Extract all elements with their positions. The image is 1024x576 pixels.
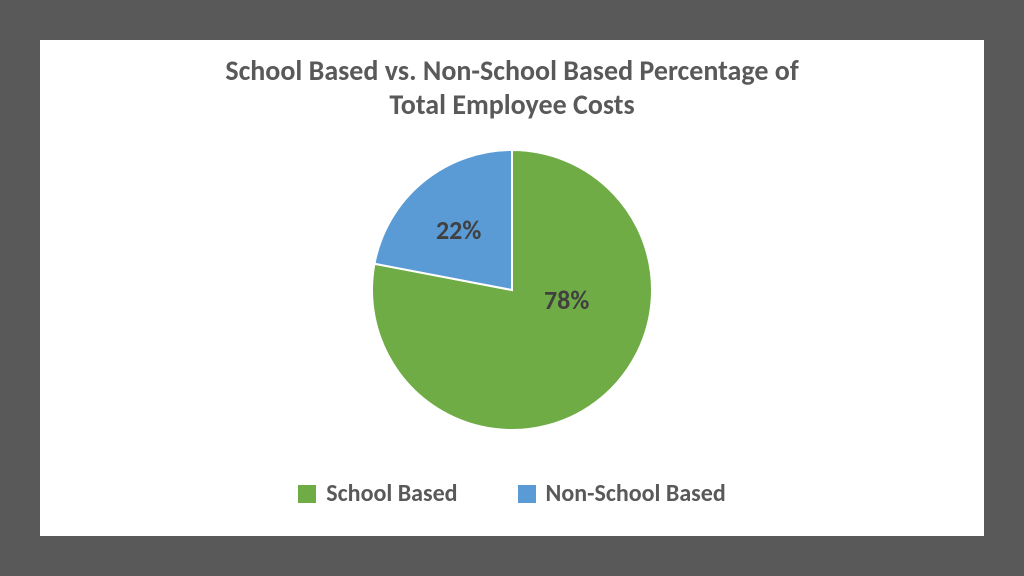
slice-label: 78% bbox=[544, 284, 589, 316]
legend-swatch bbox=[298, 485, 316, 503]
pie-svg bbox=[372, 150, 652, 430]
slide-frame: School Based vs. Non-School Based Percen… bbox=[0, 0, 1024, 576]
pie-chart: 78% 22% bbox=[372, 150, 652, 430]
legend-swatch bbox=[518, 485, 536, 503]
legend-item: School Based bbox=[298, 479, 457, 508]
slice-label: 22% bbox=[436, 214, 481, 246]
legend: School Based Non-School Based bbox=[40, 479, 984, 508]
legend-item: Non-School Based bbox=[518, 479, 726, 508]
chart-title: School Based vs. Non-School Based Percen… bbox=[40, 54, 984, 121]
legend-label: School Based bbox=[326, 479, 457, 508]
legend-label: Non-School Based bbox=[546, 479, 726, 508]
chart-card: School Based vs. Non-School Based Percen… bbox=[40, 40, 984, 536]
